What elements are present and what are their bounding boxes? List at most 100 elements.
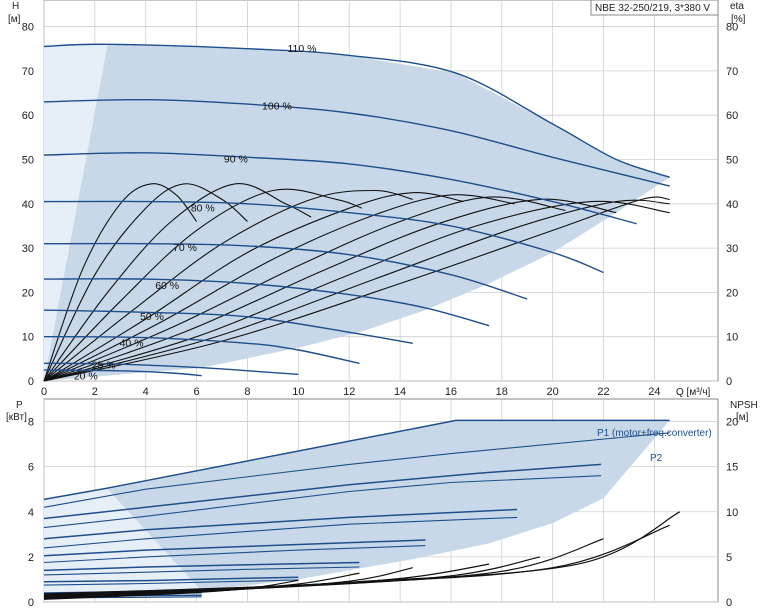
head-xtick-label: 10 [292, 386, 304, 398]
head-xtick-label: 14 [394, 386, 406, 398]
p1-power-curve [43, 419, 670, 501]
power-chart-layer [43, 419, 681, 600]
speed-curve-label: 40 % [120, 337, 144, 349]
eta-ytick-label: 50 [726, 154, 738, 166]
speed-curve [43, 43, 670, 178]
speed-curve [43, 336, 360, 364]
npsh-ytick-label: 5 [726, 552, 732, 564]
power-ytick-label: 8 [28, 417, 34, 429]
eta-ytick-label: 0 [726, 376, 732, 388]
p1-power-curve [43, 539, 426, 557]
speed-curve [43, 98, 670, 187]
head-ytick-label: 50 [22, 154, 34, 166]
npsh-yunit: [м] [736, 412, 749, 423]
npsh-curve [171, 511, 681, 592]
head-xtick-label: 22 [597, 386, 609, 398]
axis-labels: 0 2 4 6 8 10 12 14 16 18 20 22 240102030405060708001… [22, 22, 739, 609]
head-ytick-label: 60 [22, 110, 34, 122]
head-ytick-label: 70 [22, 66, 34, 78]
head-ytick-label: 0 [28, 376, 34, 388]
head-xtick-label: 2 [92, 386, 98, 398]
speed-curve-label: 60 % [155, 280, 179, 292]
head-xtick-label: 16 [445, 386, 457, 398]
speed-curve [43, 152, 637, 225]
speed-curve [43, 309, 413, 344]
speed-curve-label: 70 % [173, 242, 197, 254]
chart-title: NBE 32-250/219, 3*380 V [595, 3, 710, 14]
eta-ytick-label: 70 [726, 66, 738, 78]
speed-curve [43, 362, 299, 376]
eta-ylabel: eta [730, 1, 744, 12]
power-ytick-label: 4 [28, 507, 34, 519]
p1-power-curve [43, 463, 602, 520]
speed-curve [43, 278, 490, 327]
head-yunit: [м] [8, 14, 21, 25]
eta-ytick-label: 80 [726, 22, 738, 34]
head-xtick-label: 6 [194, 386, 200, 398]
eta-ytick-label: 30 [726, 243, 738, 255]
p2-series-label: P2 [650, 453, 663, 464]
eta-ytick-label: 60 [726, 110, 738, 122]
npsh-ytick-label: 10 [726, 507, 738, 519]
speed-curve-label: 20 % [74, 371, 98, 383]
npsh-ytick-label: 15 [726, 462, 738, 474]
speed-curve [43, 200, 604, 274]
p2-power-curve [43, 566, 360, 576]
speed-curve-label: 25 % [92, 360, 116, 372]
p2-power-curve [43, 545, 426, 564]
p2-power-curve [43, 432, 670, 508]
head-xtick-label: 20 [547, 386, 559, 398]
efficiency-curve [43, 199, 670, 382]
speed-curve [43, 369, 202, 377]
head-xlabel: Q [м³/ч] [676, 387, 711, 398]
head-operating-envelope [44, 44, 670, 382]
speed-curve-label: 110 % [287, 43, 316, 55]
eta-yunit: [%] [731, 14, 746, 25]
efficiency-curve [43, 183, 198, 382]
efficiency-curve [43, 183, 312, 382]
npsh-ytick-label: 0 [726, 597, 732, 609]
speed-curve-label: 50 % [140, 311, 164, 323]
head-ytick-label: 80 [22, 22, 34, 34]
efficiency-curve [43, 192, 464, 382]
npsh-curve [43, 524, 670, 595]
eta-ytick-label: 40 [726, 199, 738, 211]
head-xtick-label: 4 [143, 386, 149, 398]
head-xtick-label: 8 [244, 386, 250, 398]
power-ytick-label: 6 [28, 462, 34, 474]
efficiency-curve [43, 200, 670, 382]
speed-curve-label: 90 % [224, 154, 248, 166]
chart-title-box [590, 0, 719, 16]
efficiency-curve [43, 198, 617, 382]
head-ytick-label: 10 [22, 332, 34, 344]
p2-power-curve [43, 475, 602, 529]
speed-curve-label: 80 % [191, 202, 215, 214]
head-ytick-label: 30 [22, 243, 34, 255]
efficiency-curve [43, 196, 670, 382]
p1-power-curve [43, 576, 299, 583]
p1-series-label: P1 (motor+freq.converter) [597, 428, 712, 439]
head-xtick-label: 24 [648, 386, 660, 398]
power-ylabel: P [16, 400, 23, 411]
head-ytick-label: 20 [22, 287, 34, 299]
efficiency-curve [43, 189, 413, 382]
head-ylabel: H [12, 1, 19, 12]
speed-curve-label: 100 % [262, 100, 292, 112]
npsh-ylabel: NPSH [730, 400, 758, 411]
head-xtick-label: 0 [41, 386, 47, 398]
eta-ytick-label: 10 [726, 332, 738, 344]
power-yunit: [кВт] [6, 412, 27, 423]
head-xtick-label: 18 [496, 386, 508, 398]
head-ytick-label: 40 [22, 199, 34, 211]
p2-power-curve [43, 516, 518, 549]
efficiency-curve [43, 183, 248, 382]
efficiency-curve [43, 188, 363, 382]
npsh-ytick-label: 20 [726, 417, 738, 429]
p1-power-curve [43, 561, 360, 572]
speed-curve [43, 242, 528, 300]
power-ytick-label: 0 [28, 597, 34, 609]
head-chart-layer: 110 % 100 % 90 % 80 % 70 % 60 % 50 % 40 % 25 %20… [43, 43, 670, 383]
head-xtick-label: 12 [343, 386, 355, 398]
eta-ytick-label: 20 [726, 287, 738, 299]
